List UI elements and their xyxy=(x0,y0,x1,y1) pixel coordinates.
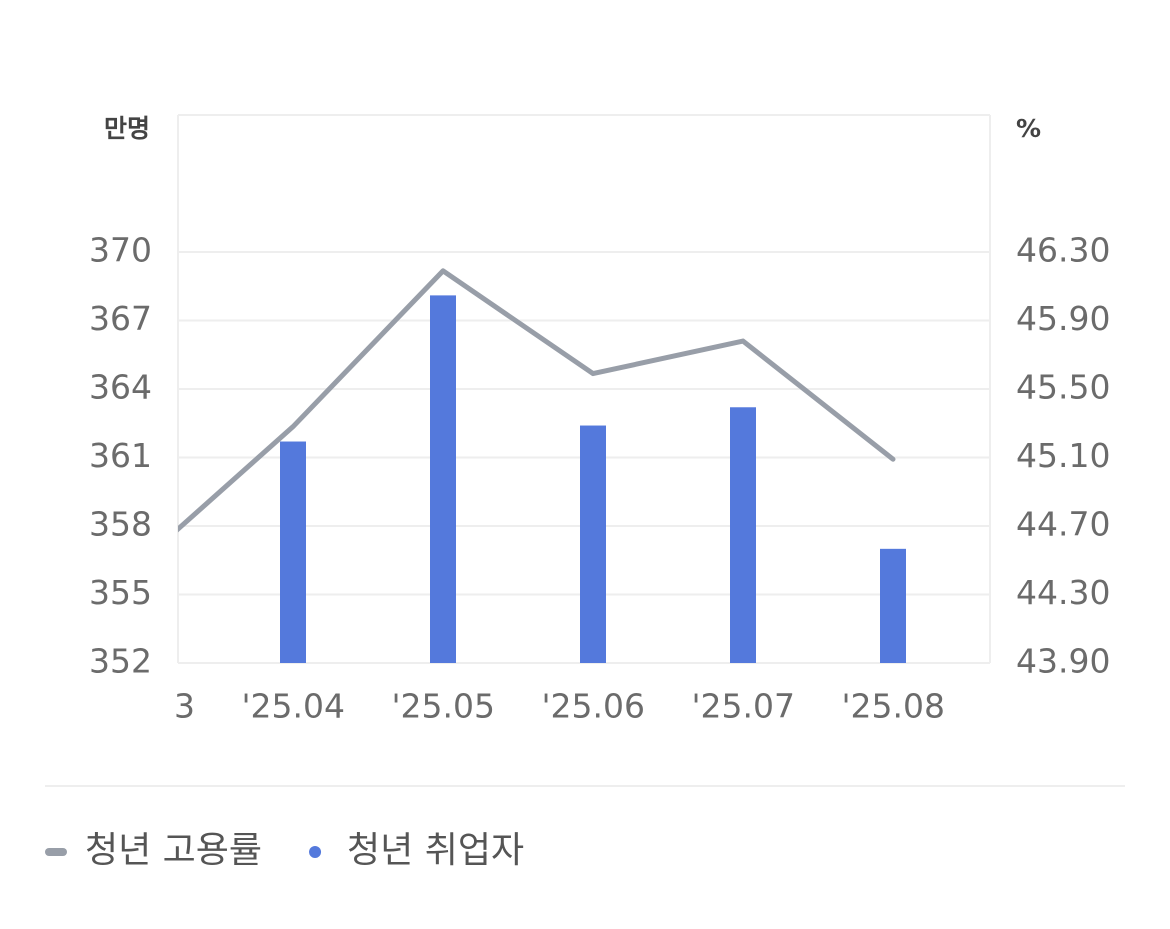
y2-tick-label: 43.90 xyxy=(1016,642,1110,681)
x-tick-label: '25.08 xyxy=(841,687,945,726)
plot-area xyxy=(178,268,906,663)
legend-label: 청년 취업자 xyxy=(347,830,524,871)
x-tick-label: '25.05 xyxy=(391,687,495,726)
y-axis-label: 만명 xyxy=(104,114,150,143)
x-tick-label: '25.04 xyxy=(241,687,345,726)
line xyxy=(178,268,896,533)
bar xyxy=(580,425,606,663)
bar xyxy=(280,441,306,663)
y-tick-label: 364 xyxy=(89,368,152,407)
y-tick-label: 361 xyxy=(89,436,152,475)
legend-label: 청년 고용률 xyxy=(85,830,262,871)
x-tick-label: '25.06 xyxy=(541,687,645,726)
bar xyxy=(880,548,906,663)
bar xyxy=(730,407,756,663)
y2-tick-label: 46.30 xyxy=(1016,231,1110,270)
y-tick-label: 358 xyxy=(89,505,152,544)
legend: 청년 고용률 청년 취업자 xyxy=(45,830,524,871)
y2-tick-label: 45.10 xyxy=(1016,436,1110,475)
y-tick-label: 370 xyxy=(89,231,152,270)
legend-swatch xyxy=(45,848,67,856)
y2-axis-label: % xyxy=(1016,114,1041,143)
x-tick-label: '25.07 xyxy=(691,687,795,726)
y2-tick-label: 45.90 xyxy=(1016,299,1110,338)
bar xyxy=(430,295,456,663)
y2-tick-label: 44.30 xyxy=(1016,573,1110,612)
legend-swatch xyxy=(309,846,322,858)
y2-tick-label: 45.50 xyxy=(1016,368,1110,407)
y-tick-label: 367 xyxy=(89,299,152,338)
x-tick-label: 3 xyxy=(174,687,195,726)
y2-tick-label: 44.70 xyxy=(1016,505,1110,544)
y-tick-label: 355 xyxy=(89,573,152,612)
y-tick-label: 352 xyxy=(89,642,152,681)
